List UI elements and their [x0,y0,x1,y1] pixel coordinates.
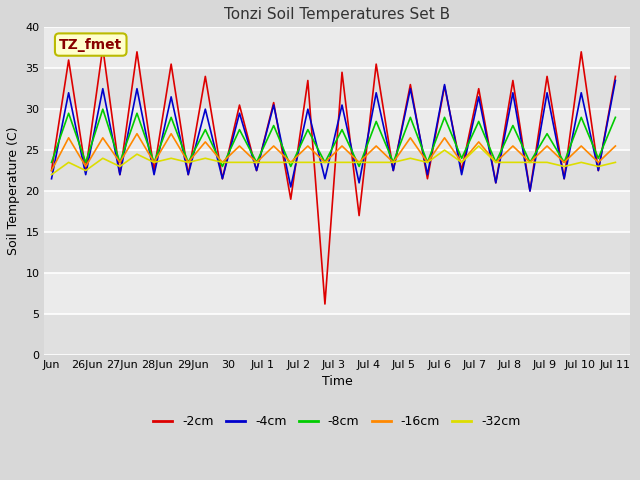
X-axis label: Time: Time [322,375,353,388]
Bar [45,27,630,68]
Bar [45,68,630,109]
Text: TZ_fmet: TZ_fmet [59,37,122,51]
Title: Tonzi Soil Temperatures Set B: Tonzi Soil Temperatures Set B [224,7,450,22]
Y-axis label: Soil Temperature (C): Soil Temperature (C) [7,127,20,255]
Bar [45,109,630,150]
Bar [45,232,630,273]
Legend: -2cm, -4cm, -8cm, -16cm, -32cm: -2cm, -4cm, -8cm, -16cm, -32cm [148,410,525,433]
Bar [45,191,630,232]
Bar [45,150,630,191]
Bar [45,314,630,355]
Bar [45,273,630,314]
